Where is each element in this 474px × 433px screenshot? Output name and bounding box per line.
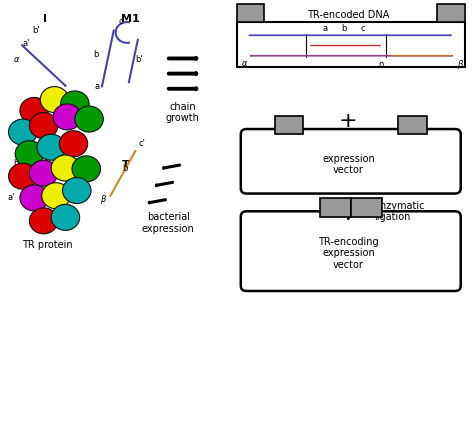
- Circle shape: [37, 134, 65, 160]
- Text: M1: M1: [121, 14, 140, 25]
- Text: c: c: [360, 24, 365, 32]
- Text: I: I: [43, 14, 47, 25]
- Text: b': b': [136, 55, 143, 64]
- Text: c': c': [138, 139, 146, 148]
- Text: a: a: [322, 24, 327, 32]
- Circle shape: [9, 163, 37, 189]
- Text: expression
vector: expression vector: [322, 154, 375, 175]
- Text: M2: M2: [31, 159, 50, 170]
- Circle shape: [53, 104, 82, 130]
- Text: b': b': [32, 26, 40, 35]
- Text: +: +: [339, 111, 358, 131]
- Circle shape: [42, 183, 70, 209]
- Text: β: β: [100, 195, 105, 204]
- Text: bacterial
expression: bacterial expression: [142, 212, 195, 234]
- Text: TR protein: TR protein: [22, 239, 73, 250]
- Text: α: α: [13, 55, 19, 64]
- Circle shape: [75, 106, 103, 132]
- Circle shape: [15, 141, 44, 167]
- Circle shape: [20, 185, 48, 211]
- Circle shape: [51, 204, 80, 230]
- Text: TR-encoded DNA: TR-encoded DNA: [307, 10, 390, 20]
- Text: α: α: [242, 59, 247, 68]
- Text: n: n: [379, 61, 384, 69]
- FancyBboxPatch shape: [237, 22, 465, 67]
- Circle shape: [72, 156, 100, 182]
- Text: b: b: [93, 50, 99, 58]
- Circle shape: [51, 155, 80, 181]
- Circle shape: [20, 97, 48, 123]
- Text: a': a': [8, 193, 15, 201]
- Circle shape: [9, 119, 37, 145]
- Polygon shape: [398, 116, 427, 134]
- Text: β: β: [457, 61, 462, 69]
- FancyBboxPatch shape: [241, 129, 461, 194]
- Text: c: c: [118, 17, 123, 26]
- Polygon shape: [437, 4, 465, 22]
- Circle shape: [63, 178, 91, 204]
- Polygon shape: [320, 198, 351, 216]
- Text: b': b': [28, 174, 36, 183]
- Text: enzymatic
ligation: enzymatic ligation: [374, 200, 425, 222]
- Circle shape: [29, 113, 58, 139]
- Text: b: b: [14, 159, 19, 168]
- Circle shape: [61, 91, 89, 117]
- Text: TR-encoding
expression
vector: TR-encoding expression vector: [318, 237, 379, 270]
- Text: b: b: [122, 165, 128, 173]
- Text: T: T: [122, 159, 129, 170]
- Text: c': c': [46, 133, 53, 142]
- Circle shape: [29, 208, 58, 234]
- Circle shape: [29, 160, 58, 186]
- Polygon shape: [237, 4, 264, 22]
- Circle shape: [59, 131, 88, 157]
- Circle shape: [40, 87, 69, 113]
- Polygon shape: [351, 198, 382, 216]
- Text: b: b: [341, 24, 346, 32]
- Text: a: a: [94, 82, 100, 91]
- Text: a': a': [23, 39, 30, 48]
- Polygon shape: [275, 116, 303, 134]
- FancyBboxPatch shape: [241, 211, 461, 291]
- Text: chain
growth: chain growth: [165, 102, 200, 123]
